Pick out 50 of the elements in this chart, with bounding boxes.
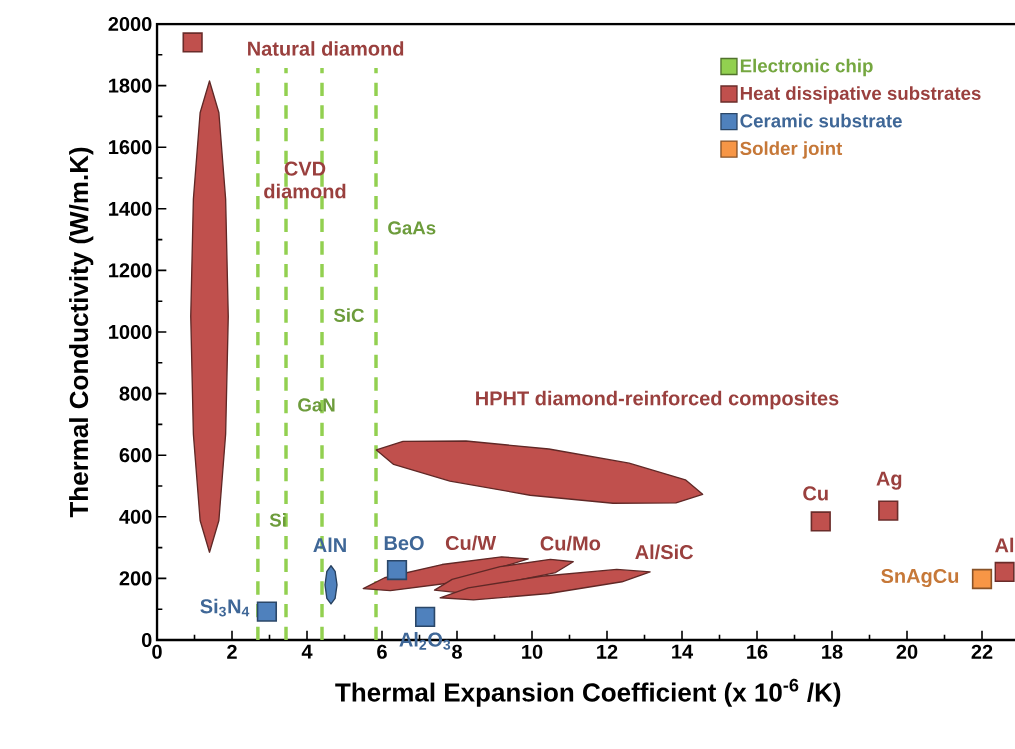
point (878, 500, 899, 521)
annotation: Ag (876, 471, 902, 490)
legend-label: Ceramic substrate (740, 113, 902, 128)
x-tick-label: 2 (227, 644, 237, 659)
annotation: SnAgCu (881, 568, 959, 588)
annotation: CVD diamond (264, 161, 346, 199)
legend-label: Heat dissipative substrates (740, 86, 981, 104)
x-tick-label: 18 (822, 644, 843, 659)
y-tick-label: 800 (119, 386, 152, 401)
y-axis-title: Thermal Conductivity (W/m.K) (69, 147, 94, 518)
y-tick-label: 0 (141, 632, 152, 648)
data-label: GaAs (388, 221, 436, 235)
x-axis-title: Thermal Expansion Coefficient (x 10$^{-6}$ /K) (335, 678, 841, 707)
annotation: Cu/Mo (540, 535, 601, 551)
x-tick-label: 0 (152, 644, 162, 659)
x-tick-label: 6 (377, 644, 387, 659)
x-tick-label: 12 (597, 644, 618, 659)
x-tick-label: 4 (301, 644, 313, 659)
x-tick-label: 10 (522, 644, 543, 659)
annotation: Cu/W (445, 535, 497, 551)
x-tick-label: 16 (747, 644, 768, 659)
y-tick-label: 1000 (109, 324, 152, 340)
y-tick-label: 1200 (109, 263, 152, 278)
annotation: Si$_{3}$N$_{4}$ (200, 598, 250, 617)
legend-label: Solder joint (740, 141, 843, 159)
point (182, 32, 203, 53)
annotation: Al (995, 537, 1014, 553)
point (256, 601, 278, 622)
y-tick-label: 1400 (109, 201, 152, 216)
annotation: Al/SiC (635, 544, 694, 560)
legend-label: Electronic chip (740, 58, 873, 77)
x-tick-label: 14 (672, 644, 694, 659)
point (810, 511, 831, 532)
point (386, 559, 408, 581)
y-tick-label: 2000 (108, 16, 152, 32)
annotation: HPHT diamond-reinforced composites (476, 390, 839, 410)
y-tick-label: 200 (119, 571, 152, 586)
point (415, 606, 436, 628)
y-tick-label: 400 (119, 509, 152, 524)
point (971, 568, 993, 590)
y-tick-label: 1800 (109, 78, 152, 93)
x-tick-label: 20 (896, 644, 918, 659)
y-tick-label: 1600 (109, 140, 152, 155)
annotation: Cu (803, 486, 828, 501)
y-tick-label: 600 (119, 448, 152, 463)
annotation: Natural diamond (248, 41, 404, 56)
x-tick-label: 8 (452, 644, 462, 659)
annotation: BeO (384, 535, 424, 551)
x-tick-label: 22 (971, 644, 993, 659)
data-label: SiC (333, 308, 364, 322)
